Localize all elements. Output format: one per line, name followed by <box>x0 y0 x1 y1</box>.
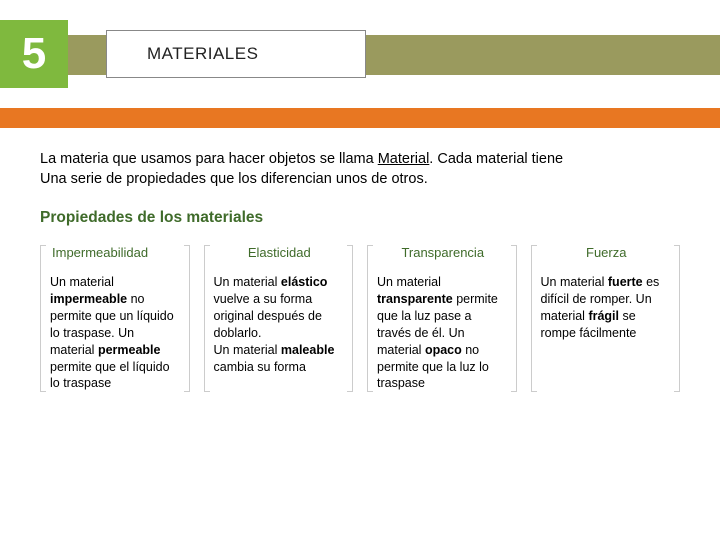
column-title: Impermeabilidad <box>50 245 180 260</box>
properties-columns: Impermeabilidad Un material impermeable … <box>40 245 680 392</box>
column-elasticidad: Elasticidad Un material elástico vuelve … <box>204 245 354 392</box>
column-fuerza: Fuerza Un material fuerte es difícil de … <box>531 245 681 392</box>
intro-pre: La materia que usamos para hacer objetos… <box>40 151 378 167</box>
column-body: Un material impermeable no permite que u… <box>50 274 180 392</box>
column-body: Un material elástico vuelve a su forma o… <box>214 274 344 375</box>
column-title: Transparencia <box>377 245 507 260</box>
chapter-number: 5 <box>22 29 46 79</box>
intro-text: La materia que usamos para hacer objetos… <box>40 150 680 189</box>
column-impermeabilidad: Impermeabilidad Un material impermeable … <box>40 245 190 392</box>
column-transparencia: Transparencia Un material transparente p… <box>367 245 517 392</box>
column-title: Fuerza <box>541 245 671 260</box>
intro-line2: Una serie de propiedades que los diferen… <box>40 171 428 187</box>
orange-bar <box>0 108 720 128</box>
intro-underline: Material <box>378 151 430 167</box>
column-title: Elasticidad <box>214 245 344 260</box>
title-box: MATERIALES <box>106 30 366 78</box>
intro-post: . Cada material tiene <box>429 151 563 167</box>
column-body: Un material transparente permite que la … <box>377 274 507 392</box>
content-area: La materia que usamos para hacer objetos… <box>0 150 720 392</box>
section-title: Propiedades de los materiales <box>40 209 680 227</box>
slide-header: 5 MATERIALES <box>0 0 720 95</box>
chapter-number-block: 5 <box>0 20 68 88</box>
slide-title: MATERIALES <box>147 44 258 64</box>
column-body: Un material fuerte es difícil de romper.… <box>541 274 671 342</box>
